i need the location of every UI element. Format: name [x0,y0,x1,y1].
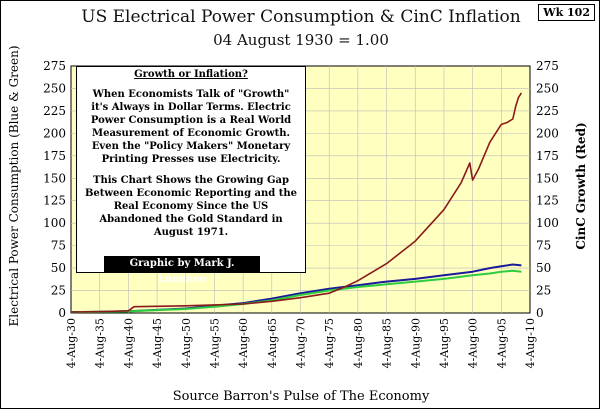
y-tick-label-right: 225 [536,104,559,118]
series-line-green [70,269,522,314]
x-tick-label: 4-Aug-30 [65,318,78,369]
y-axis-label-left: Electrical Power Consumption (Blue & Gre… [7,45,21,326]
y-tick-label-right: 75 [536,239,551,253]
right-axis-ticks: 0 25 50 75 100 125 150 175 200 225 250 275 [536,59,559,320]
x-tick-label: 4-Aug-75 [323,318,336,369]
x-tick-label: 4-Aug-10 [524,318,537,369]
chart-title: US Electrical Power Consumption & CinC I… [81,7,521,27]
y-tick-label-left: 125 [43,194,66,208]
week-tag: Wk 102 [538,4,595,21]
y-axis-label-right: CinC Growth (Red) [574,122,588,249]
x-tick-label: 4-Aug-95 [438,318,451,369]
y-tick-label-right: 200 [536,126,559,140]
x-tick-label: 4-Aug-60 [237,318,250,369]
x-tick-label: 4-Aug-05 [495,318,508,369]
left-axis-ticks: 0 25 50 75 100 125 150 175 200 225 250 275 [43,59,66,320]
y-tick-label-left: 50 [51,261,66,275]
y-tick-label-left: 25 [51,284,66,298]
y-tick-label-right: 175 [536,149,559,163]
y-tick-label-right: 100 [536,216,559,230]
y-tick-label-right: 250 [536,81,559,95]
x-tick-label: 4-Aug-00 [467,318,480,369]
x-tick-label: 4-Aug-40 [122,318,135,369]
y-tick-label-right: 25 [536,284,551,298]
x-tick-label: 4-Aug-85 [381,318,394,369]
y-tick-label-right: 50 [536,261,551,275]
x-tick-label: 4-Aug-70 [295,318,308,369]
y-tick-label-left: 100 [43,216,66,230]
y-tick-label-left: 150 [43,171,66,185]
y-tick-label-left: 175 [43,149,66,163]
y-tick-label-left: 250 [43,81,66,95]
x-tick-label: 4-Aug-50 [180,318,193,369]
x-axis-label: Source Barron's Pulse of The Economy [173,389,430,404]
chart-subtitle: 04 August 1930 = 1.00 [213,31,389,49]
y-tick-label-right: 125 [536,194,559,208]
x-axis-ticks: 4-Aug-30 4-Aug-35 4-Aug-40 4-Aug-45 4-Aug-50… [65,318,537,369]
annotation-box: Growth or Inflation? When Economists Tal… [76,66,306,273]
x-tick-label: 4-Aug-35 [94,318,107,369]
y-tick-label-right: 275 [536,59,559,73]
y-tick-label-left: 275 [43,59,66,73]
y-tick-label-left: 200 [43,126,66,140]
x-tick-label: 4-Aug-90 [409,318,422,369]
y-tick-label-left: 0 [58,306,66,320]
y-tick-label-left: 225 [43,104,66,118]
credit-label: Graphic by Mark J. Lundeen [104,256,260,285]
series-group [70,92,523,314]
annotation-paragraph-2: This Chart Shows the Growing Gap Between… [84,175,298,238]
y-tick-label-right: 150 [536,171,559,185]
annotation-paragraph-1: When Economists Talk of "Growth" it's Al… [90,89,292,165]
series-line-red [70,92,523,313]
x-tick-label: 4-Aug-45 [151,318,164,369]
x-tick-label: 4-Aug-80 [352,318,365,369]
annotation-heading: Growth or Inflation? [134,69,248,80]
x-tick-label: 4-Aug-55 [208,318,221,369]
y-tick-label-left: 75 [51,239,66,253]
y-tick-label-right: 0 [536,306,544,320]
x-tick-label: 4-Aug-65 [266,318,279,369]
